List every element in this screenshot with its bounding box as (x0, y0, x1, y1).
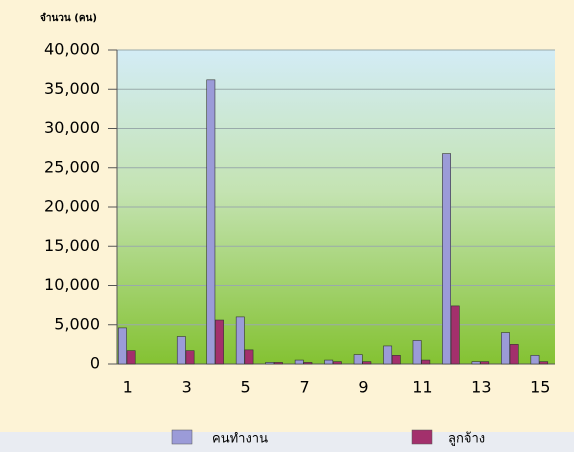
bar (244, 349, 254, 365)
y-tick-label: 5,000 (54, 314, 100, 333)
x-tick-label: 1 (123, 378, 133, 397)
x-tick-label: 3 (182, 378, 192, 397)
bar (471, 361, 481, 365)
legend-label: ลูกจ้าง (448, 432, 485, 447)
bar (206, 79, 216, 365)
bar (235, 316, 245, 365)
bar (274, 362, 283, 365)
y-tick-label: 30,000 (44, 118, 100, 137)
bar (118, 327, 127, 365)
bar (480, 361, 490, 365)
bar (265, 362, 275, 365)
bar (391, 355, 401, 365)
bar (509, 344, 519, 365)
bar (362, 361, 372, 365)
bar (539, 361, 549, 365)
bar (303, 362, 313, 365)
bar (215, 319, 224, 365)
y-tick-label: 40,000 (44, 40, 100, 59)
bar (450, 305, 460, 365)
bar (185, 350, 195, 365)
legend-band (0, 432, 574, 452)
y-tick-label: 10,000 (44, 275, 100, 294)
x-tick-label: 5 (241, 378, 251, 397)
x-tick-label: 13 (471, 378, 491, 397)
x-tick-label: 9 (358, 378, 368, 397)
bar (412, 340, 422, 365)
y-tick-label: 0 (90, 354, 100, 373)
bar (421, 359, 431, 365)
bar (176, 336, 186, 365)
y-tick-label: 35,000 (44, 79, 100, 98)
x-tick-label: 15 (530, 378, 550, 397)
y-tick-label: 25,000 (44, 157, 100, 176)
y-tick-label: 15,000 (44, 236, 100, 255)
bar (324, 359, 334, 365)
bar (530, 355, 540, 365)
x-tick-label: 11 (412, 378, 432, 397)
bar (442, 153, 451, 365)
y-tick-label: 20,000 (44, 197, 100, 216)
x-tick-label: 7 (299, 378, 309, 397)
legend-swatch (411, 429, 433, 445)
bar (294, 359, 304, 365)
legend-swatch (171, 429, 193, 445)
bar (353, 354, 363, 365)
bar (501, 332, 510, 365)
legend-label: คนทำงาน (212, 432, 268, 447)
bar (383, 345, 393, 365)
y-axis-label: จำนวน (คน) (40, 12, 97, 24)
bar (126, 350, 136, 365)
bar (332, 361, 342, 365)
